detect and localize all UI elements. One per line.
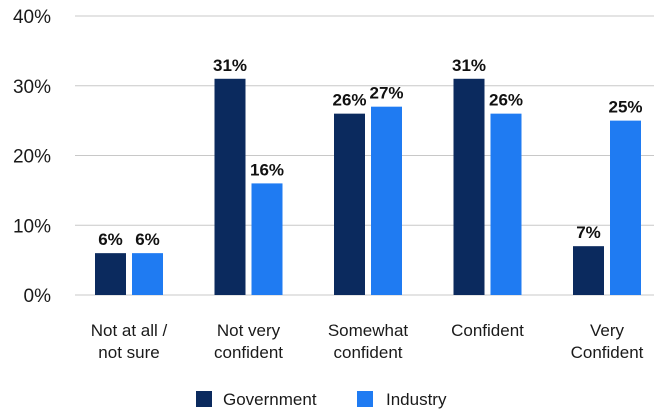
y-tick-label: 10% (13, 216, 51, 237)
category-label: Confident (451, 321, 524, 340)
legend-swatch-government (196, 391, 212, 407)
category-label: Not at all / (91, 321, 168, 340)
y-tick-label: 20% (13, 147, 51, 168)
data-label: 16% (250, 160, 284, 179)
bar-government (334, 113, 365, 296)
data-label: 6% (98, 230, 123, 249)
bar-government (453, 78, 485, 296)
data-label: 25% (608, 98, 642, 117)
y-axis-tick-labels: 0% 10% 20% 30% 40% (13, 7, 51, 307)
y-tick-label: 30% (13, 77, 51, 98)
data-label: 31% (213, 56, 247, 75)
data-label: 6% (135, 230, 160, 249)
category-label: confident (214, 343, 283, 362)
bar-industry (490, 113, 522, 296)
bar-industry (132, 253, 163, 295)
legend-swatch-industry (357, 391, 373, 407)
category-label: not sure (98, 343, 159, 362)
legend-label-government: Government (223, 390, 317, 409)
bar-industry (610, 120, 641, 295)
bar-industry (251, 183, 283, 295)
legend-label-industry: Industry (386, 390, 447, 409)
category-label: Confident (571, 343, 644, 362)
data-label: 26% (332, 91, 366, 110)
data-label: 7% (576, 223, 601, 242)
category-label: confident (334, 343, 403, 362)
y-tick-label: 40% (13, 7, 51, 28)
bar-industry (371, 106, 402, 295)
bar-government (214, 78, 246, 296)
x-axis-category-labels: Not at all / not sure Not very confident Som… (91, 321, 644, 362)
legend: Government Industry (196, 390, 447, 409)
bar-government (95, 253, 126, 295)
data-label: 27% (369, 84, 403, 103)
category-label: Not very (217, 321, 281, 340)
data-label: 26% (489, 91, 523, 110)
y-tick-label: 0% (24, 286, 52, 307)
category-label: Somewhat (328, 321, 409, 340)
bar-government (573, 246, 604, 295)
data-label: 31% (452, 56, 486, 75)
bars (95, 78, 641, 296)
category-label: Very (590, 321, 625, 340)
data-labels: 6% 6%31%16%26% 27%31%26%7%25% (98, 56, 642, 249)
